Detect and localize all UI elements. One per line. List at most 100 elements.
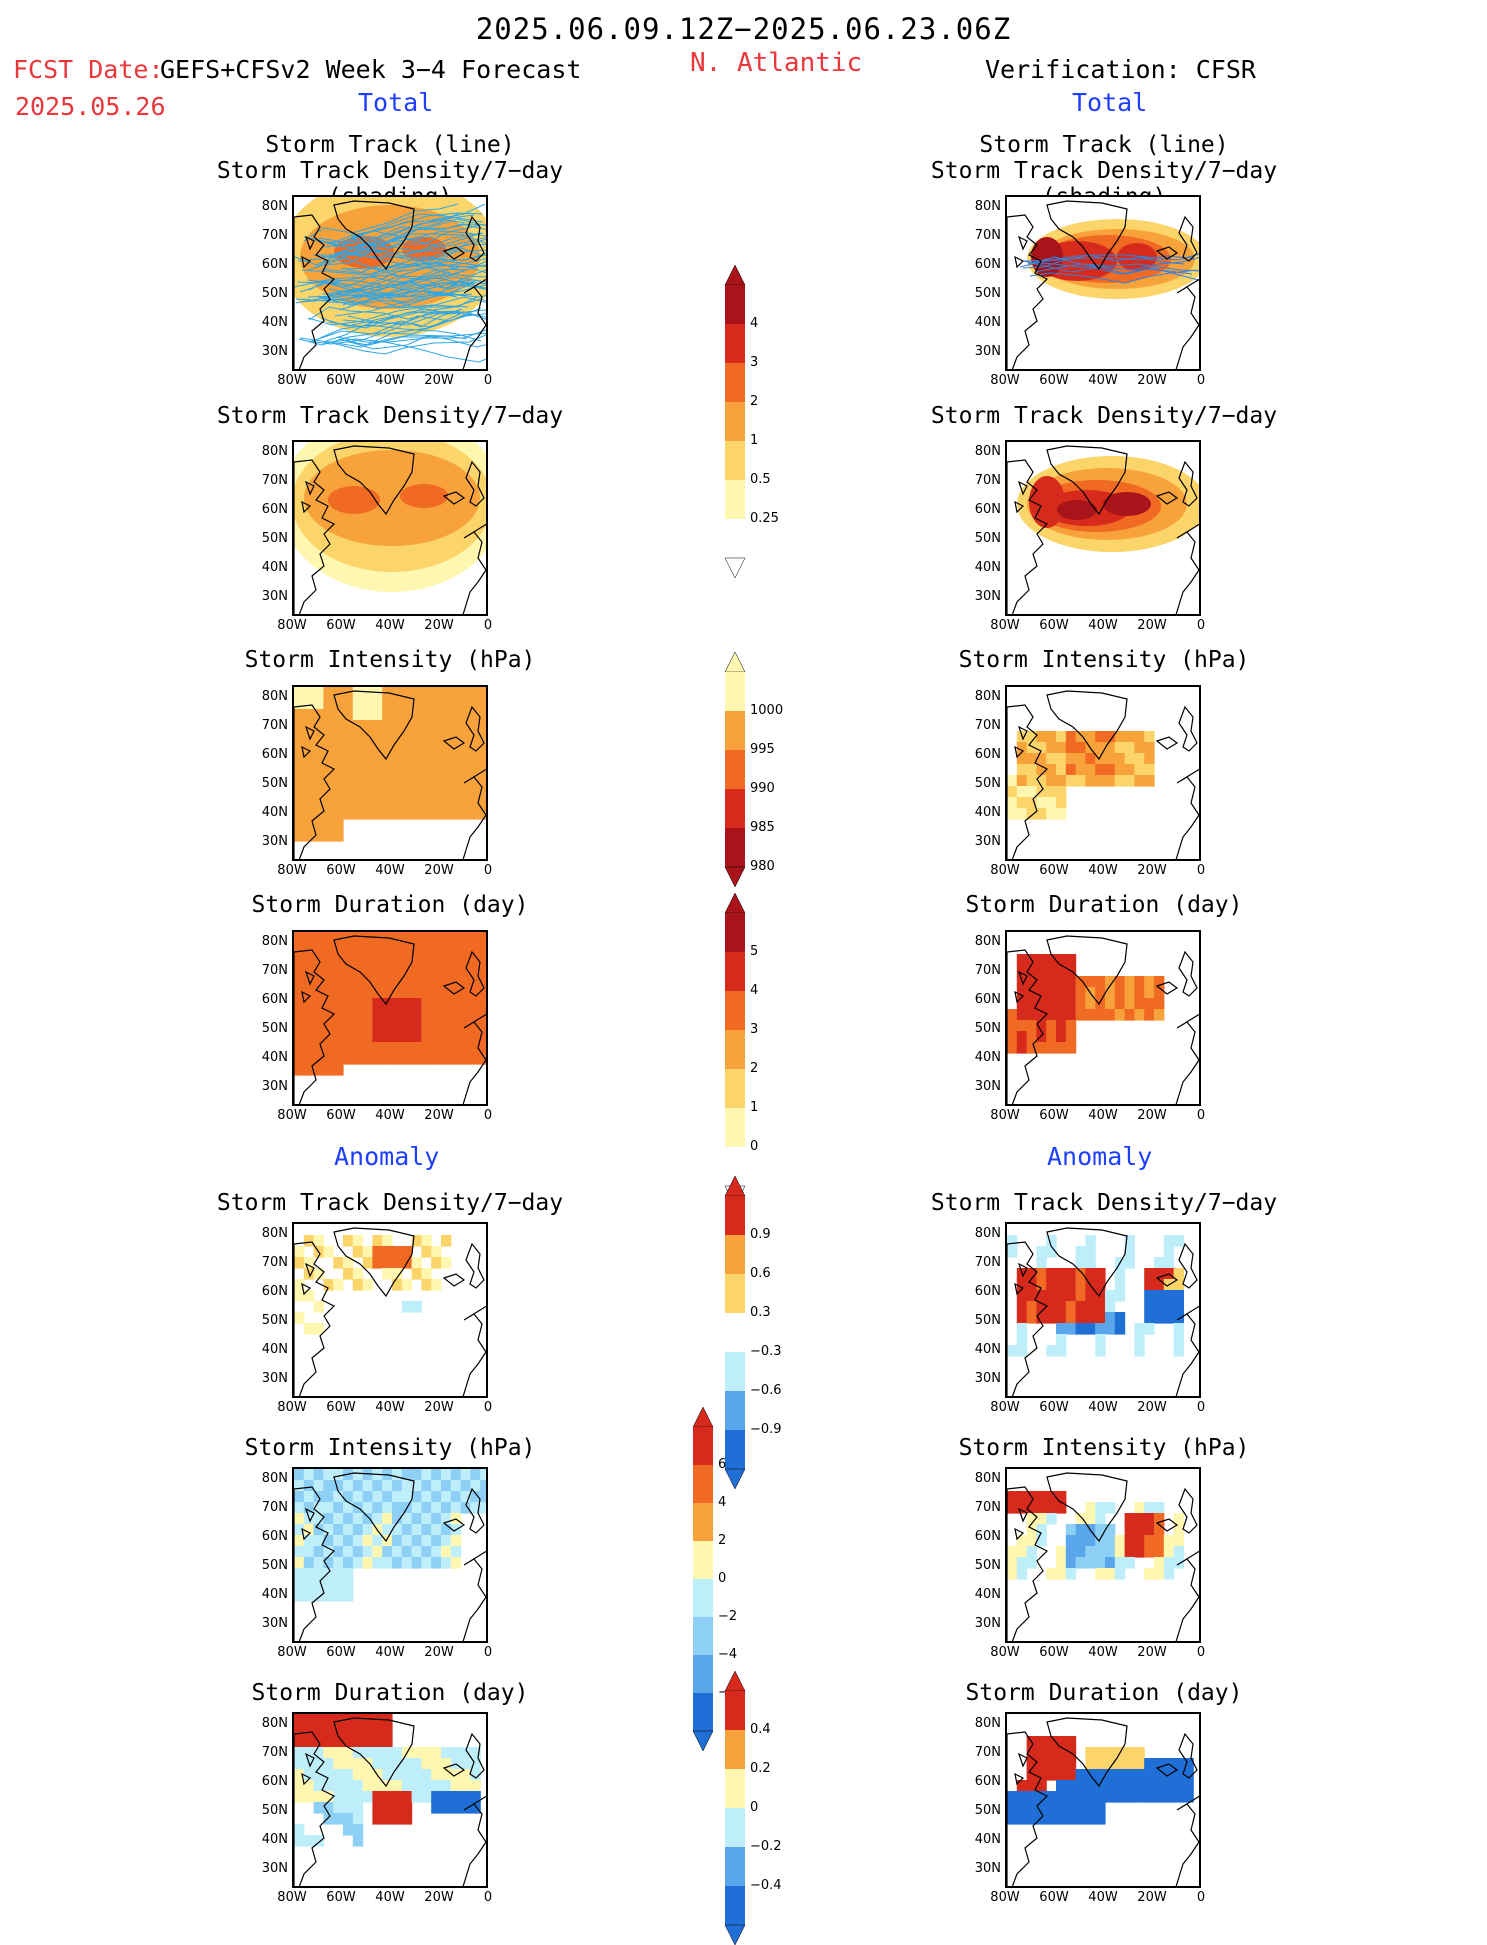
colorbar-tick-label: 980 xyxy=(750,859,775,874)
heat-cell xyxy=(1105,764,1116,776)
heat-cell xyxy=(382,797,393,809)
heat-cell xyxy=(294,1736,305,1748)
y-tick-label: 40N xyxy=(261,560,288,575)
heat-cell xyxy=(450,965,462,977)
heat-cell xyxy=(470,1009,481,1021)
heat-cell xyxy=(1046,797,1057,809)
heat-cell xyxy=(411,1053,422,1065)
heat-cell xyxy=(1154,987,1165,999)
heat-cell xyxy=(382,1480,393,1492)
heat-cell xyxy=(480,720,486,732)
heat-cell xyxy=(1085,1009,1096,1021)
heat-cell xyxy=(343,1513,354,1525)
heat-cell xyxy=(352,1020,364,1032)
heat-cell xyxy=(431,731,442,743)
heat-cell xyxy=(401,753,413,765)
colorbar-swatch xyxy=(725,1391,745,1430)
colorbar-tick-label: 0.3 xyxy=(750,1305,771,1320)
storm-track-line xyxy=(334,223,486,248)
heat-cell xyxy=(323,1780,334,1792)
heat-cell xyxy=(323,1546,334,1558)
heat-cell xyxy=(343,1502,354,1514)
heat-cell xyxy=(1134,1524,1145,1536)
colorbar-tick-label: 4 xyxy=(750,983,759,998)
coastline xyxy=(1014,235,1028,269)
x-tick-label: 20W xyxy=(1137,1400,1167,1415)
heat-cell xyxy=(313,976,324,988)
heat-cell xyxy=(323,1491,334,1503)
heat-cell xyxy=(362,1491,373,1503)
x-tick-label: 20W xyxy=(1137,1645,1167,1660)
heat-cell xyxy=(401,1480,413,1492)
heat-cell xyxy=(460,709,471,721)
heat-cell xyxy=(323,1513,334,1525)
heat-cell xyxy=(450,808,462,820)
heat-cell xyxy=(470,943,481,955)
heat-cell xyxy=(421,698,432,710)
heat-cell xyxy=(431,1009,442,1021)
heat-cell xyxy=(382,1725,393,1737)
heat-cell xyxy=(294,1780,305,1792)
heat-cell xyxy=(343,1268,354,1280)
heat-cell xyxy=(421,709,432,721)
heat-cell xyxy=(401,709,413,721)
heat-cell xyxy=(1026,1747,1037,1759)
heat-cell xyxy=(382,1246,393,1258)
heat-cell xyxy=(333,1590,344,1602)
heat-cell xyxy=(333,808,344,820)
heat-cell xyxy=(1016,1290,1028,1302)
anomaly-label-left: Anomaly xyxy=(334,1142,440,1171)
heat-cell xyxy=(323,764,334,776)
heat-cell xyxy=(323,742,334,754)
heat-cell xyxy=(441,1031,452,1043)
heat-cell xyxy=(303,819,315,831)
heat-cell xyxy=(1105,1290,1116,1302)
heat-cell xyxy=(352,687,364,699)
x-tick-label: 0 xyxy=(1196,1645,1206,1660)
heat-cell xyxy=(450,1502,462,1514)
heat-cell xyxy=(1154,1009,1165,1021)
heat-cell xyxy=(1036,1246,1047,1258)
heat-cell xyxy=(352,1535,364,1547)
heat-cell xyxy=(480,709,486,721)
storm-track-line xyxy=(294,236,434,267)
heat-cell xyxy=(480,1042,486,1054)
heat-cell xyxy=(313,1546,324,1558)
heat-cell xyxy=(1056,797,1067,809)
heat-cell xyxy=(392,786,403,798)
heat-cell xyxy=(470,1031,481,1043)
heat-cell xyxy=(441,1513,452,1525)
storm-track-line xyxy=(311,310,460,342)
heat-cell xyxy=(303,1769,315,1781)
storm-track-line xyxy=(297,214,475,262)
heat-cell xyxy=(362,1502,373,1514)
heat-cell xyxy=(1065,1780,1077,1792)
heat-cell xyxy=(411,808,422,820)
heat-cell xyxy=(1026,1279,1037,1291)
heat-cell xyxy=(313,1469,324,1481)
heat-cell xyxy=(382,1513,393,1525)
storm-track-line xyxy=(1026,256,1199,271)
heat-cell xyxy=(1154,1279,1165,1291)
storm-track-line xyxy=(322,232,483,266)
heat-cell xyxy=(1056,976,1067,988)
x-tick-label: 0 xyxy=(1196,1400,1206,1415)
heat-cell xyxy=(1026,1301,1037,1313)
heat-cell xyxy=(323,1020,334,1032)
heat-cell xyxy=(450,786,462,798)
heat-cell xyxy=(1124,1524,1135,1536)
heat-cell xyxy=(303,1290,315,1302)
heat-cell xyxy=(313,1042,324,1054)
heat-cell xyxy=(294,1502,305,1514)
heat-cell xyxy=(401,1469,413,1481)
heat-cell xyxy=(1036,1513,1047,1525)
heat-cell xyxy=(1007,1502,1018,1514)
heat-cell xyxy=(392,1813,403,1825)
heat-cell xyxy=(1036,775,1047,787)
heat-cell xyxy=(1036,987,1047,999)
heat-cell xyxy=(470,1020,481,1032)
heat-cell xyxy=(1026,1557,1037,1569)
heat-cell xyxy=(460,943,471,955)
heat-cell xyxy=(480,797,486,809)
storm-track-line xyxy=(307,296,478,326)
